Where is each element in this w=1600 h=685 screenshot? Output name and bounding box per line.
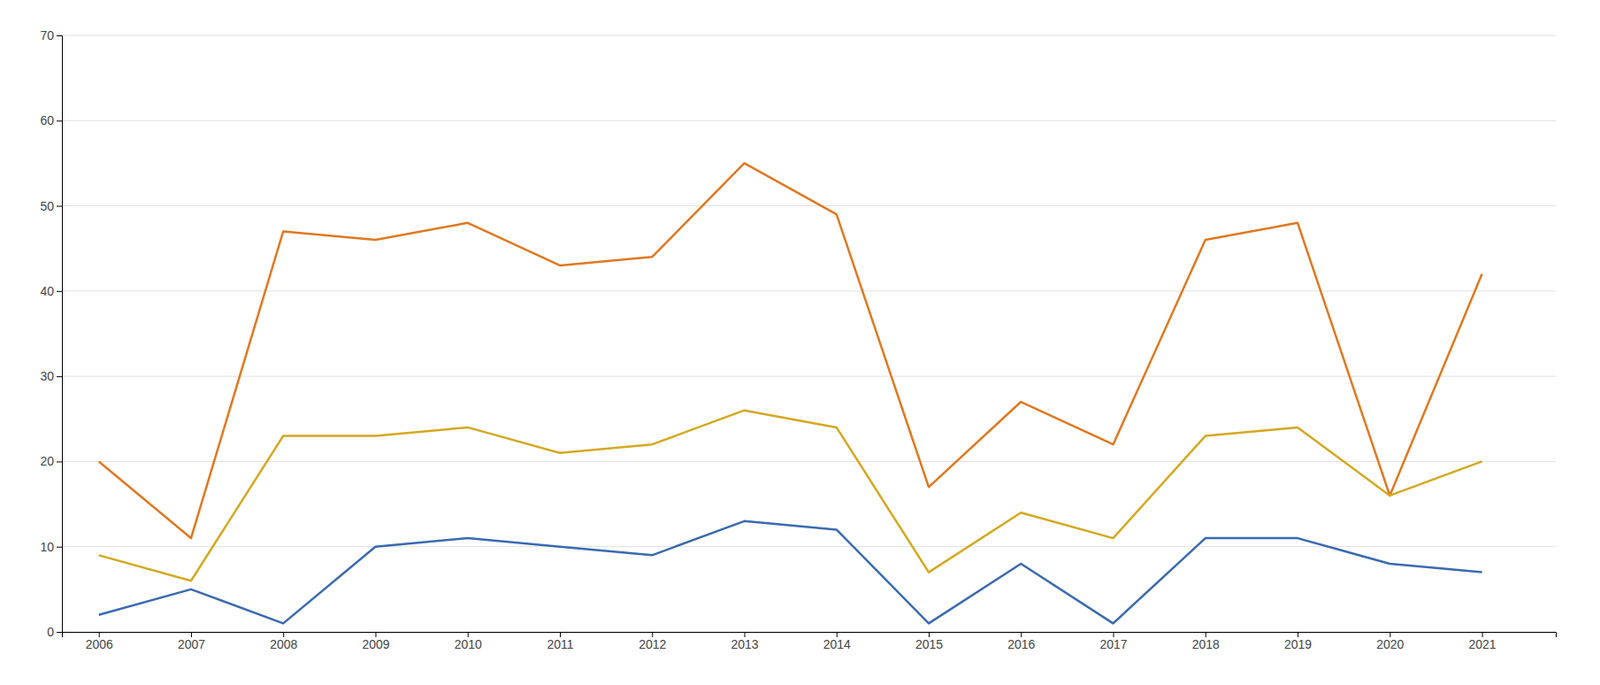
tick: 2010 — [454, 631, 483, 651]
tick-label: 2013 — [730, 636, 758, 651]
tick-label: 2019 — [1284, 636, 1312, 651]
tick: 2012 — [638, 631, 667, 651]
tick-label: 2012 — [638, 636, 667, 651]
tick: 2011 — [546, 631, 574, 651]
tick-mark — [56, 460, 62, 462]
tick: 2015 — [915, 631, 943, 651]
tick-label: 2010 — [454, 636, 483, 651]
tick-label: 2016 — [1007, 636, 1035, 651]
tick: 2009 — [361, 631, 390, 651]
x-axis: 2006 2007 2008 2009 2010 2011 2012 2013 2014 2015… — [62, 631, 1557, 651]
grid-line — [61, 460, 1556, 462]
tick: 50 — [39, 199, 62, 214]
tick: 40 — [39, 283, 62, 299]
tick-label: 2018 — [1192, 636, 1220, 651]
tick-mark — [56, 546, 62, 548]
tick-label: 30 — [39, 368, 54, 383]
tick: 2014 — [823, 631, 851, 651]
tick-label: 2009 — [361, 636, 390, 651]
tick: 2007 — [177, 631, 206, 651]
tick-label: 2007 — [177, 636, 206, 651]
grid-line — [61, 120, 1556, 122]
tick-mark — [56, 35, 62, 37]
tick: 2020 — [1376, 631, 1404, 651]
tick-label: 0 — [46, 624, 54, 639]
tick-mark — [56, 631, 62, 633]
tick: 2018 — [1192, 631, 1220, 651]
plot: 2006200720082009201020112012201320142015… — [39, 28, 1556, 651]
y-axis: 0 10 20 30 40 50 60 70 — [39, 28, 62, 639]
tick-mark — [56, 290, 62, 292]
tick: 70 — [39, 28, 62, 43]
tick-label: 20 — [39, 453, 54, 468]
tick-label: 2011 — [546, 636, 574, 651]
grid-line — [61, 35, 1556, 37]
tick: 2006 — [85, 631, 114, 651]
grid — [61, 35, 1556, 632]
tick: 60 — [39, 113, 62, 128]
tick-label: 2006 — [85, 636, 114, 651]
tick-label: 70 — [39, 28, 54, 43]
grid-line — [61, 290, 1556, 291]
grid-line — [61, 205, 1556, 207]
tick: 30 — [39, 368, 62, 383]
tick-label: 40 — [39, 283, 54, 299]
tick: 2017 — [1099, 631, 1127, 651]
tick-label: 60 — [39, 113, 54, 128]
tick-label: 2015 — [915, 636, 943, 651]
series-line — [99, 520, 1483, 624]
tick-mark — [56, 206, 62, 207]
tick: 10 — [39, 539, 62, 554]
tick-label: 2020 — [1376, 636, 1404, 651]
tick: 2008 — [269, 631, 298, 651]
tick: 2016 — [1007, 631, 1035, 651]
series-line — [99, 410, 1483, 582]
tick: 2021 — [1469, 631, 1497, 651]
tick: 2013 — [730, 631, 758, 651]
tick-label: 50 — [39, 199, 54, 214]
tick-label: 2017 — [1099, 636, 1127, 651]
tick-label: 10 — [39, 539, 54, 554]
tick-mark — [56, 375, 62, 377]
tick: 0 — [46, 624, 62, 639]
series-group — [99, 162, 1483, 623]
tick: 20 — [39, 453, 62, 468]
tick-label: 2021 — [1469, 636, 1497, 651]
series-line — [99, 162, 1483, 538]
grid-line — [61, 375, 1556, 377]
tick-label: 2014 — [823, 636, 851, 651]
tick: 2019 — [1284, 631, 1312, 651]
tick-label: 2008 — [269, 636, 298, 651]
tick-mark — [56, 120, 62, 122]
axis-line — [56, 36, 63, 633]
chart: 2006200720082009201020112012201320142015… — [0, 0, 1600, 685]
